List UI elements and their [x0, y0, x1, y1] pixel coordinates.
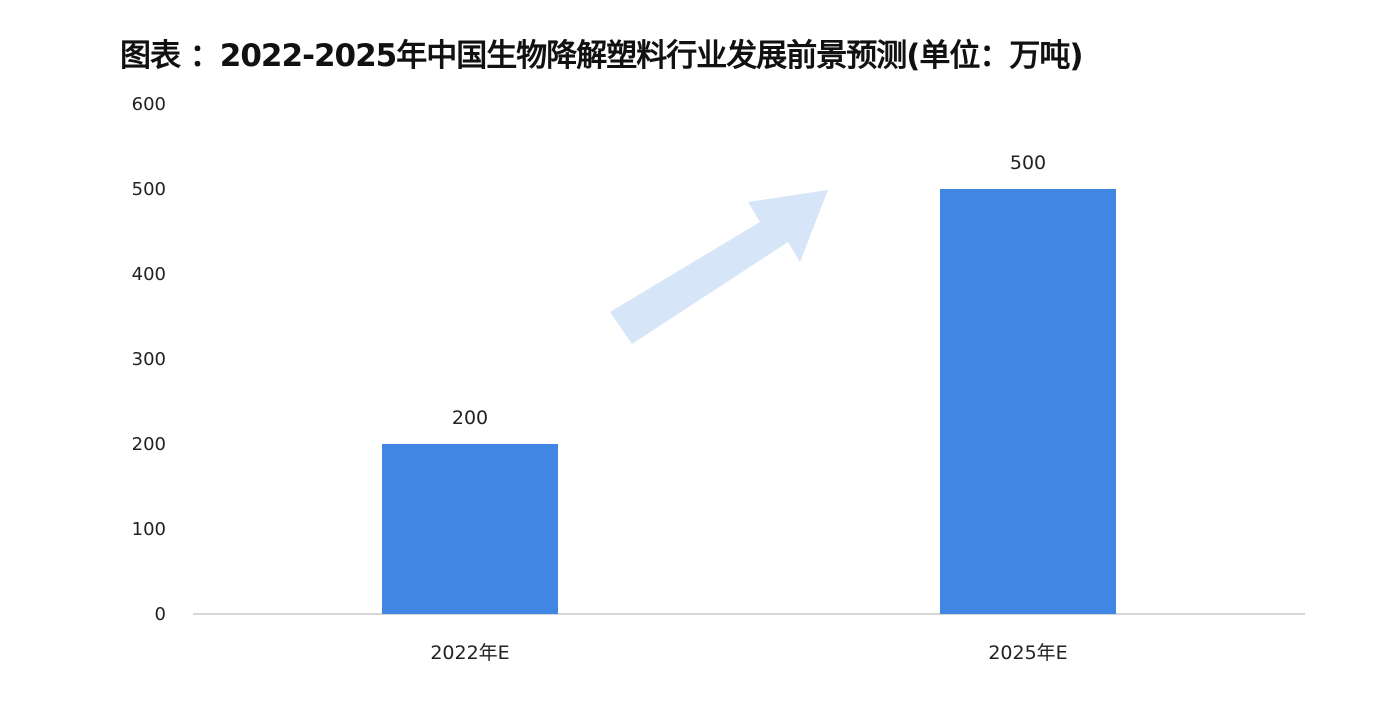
- y-tick-label: 500: [132, 179, 166, 200]
- bar: [940, 189, 1116, 614]
- y-tick-label: 200: [132, 434, 166, 455]
- bar: [382, 444, 558, 614]
- x-tick-label: 2025年E: [988, 642, 1067, 664]
- y-tick-label: 400: [132, 264, 166, 285]
- data-label: 500: [1010, 152, 1046, 174]
- x-tick-label: 2022年E: [430, 642, 509, 664]
- y-tick-label: 100: [132, 519, 166, 540]
- data-label: 200: [452, 407, 488, 429]
- y-tick-label: 300: [132, 349, 166, 370]
- arrow-up-right-icon: [610, 190, 828, 344]
- chart-title: 图表 ：2022-2025年中国生物降解塑料行业发展前景预测(单位：万吨): [120, 38, 1084, 74]
- y-tick-label: 0: [155, 604, 166, 625]
- y-tick-label: 600: [132, 94, 166, 115]
